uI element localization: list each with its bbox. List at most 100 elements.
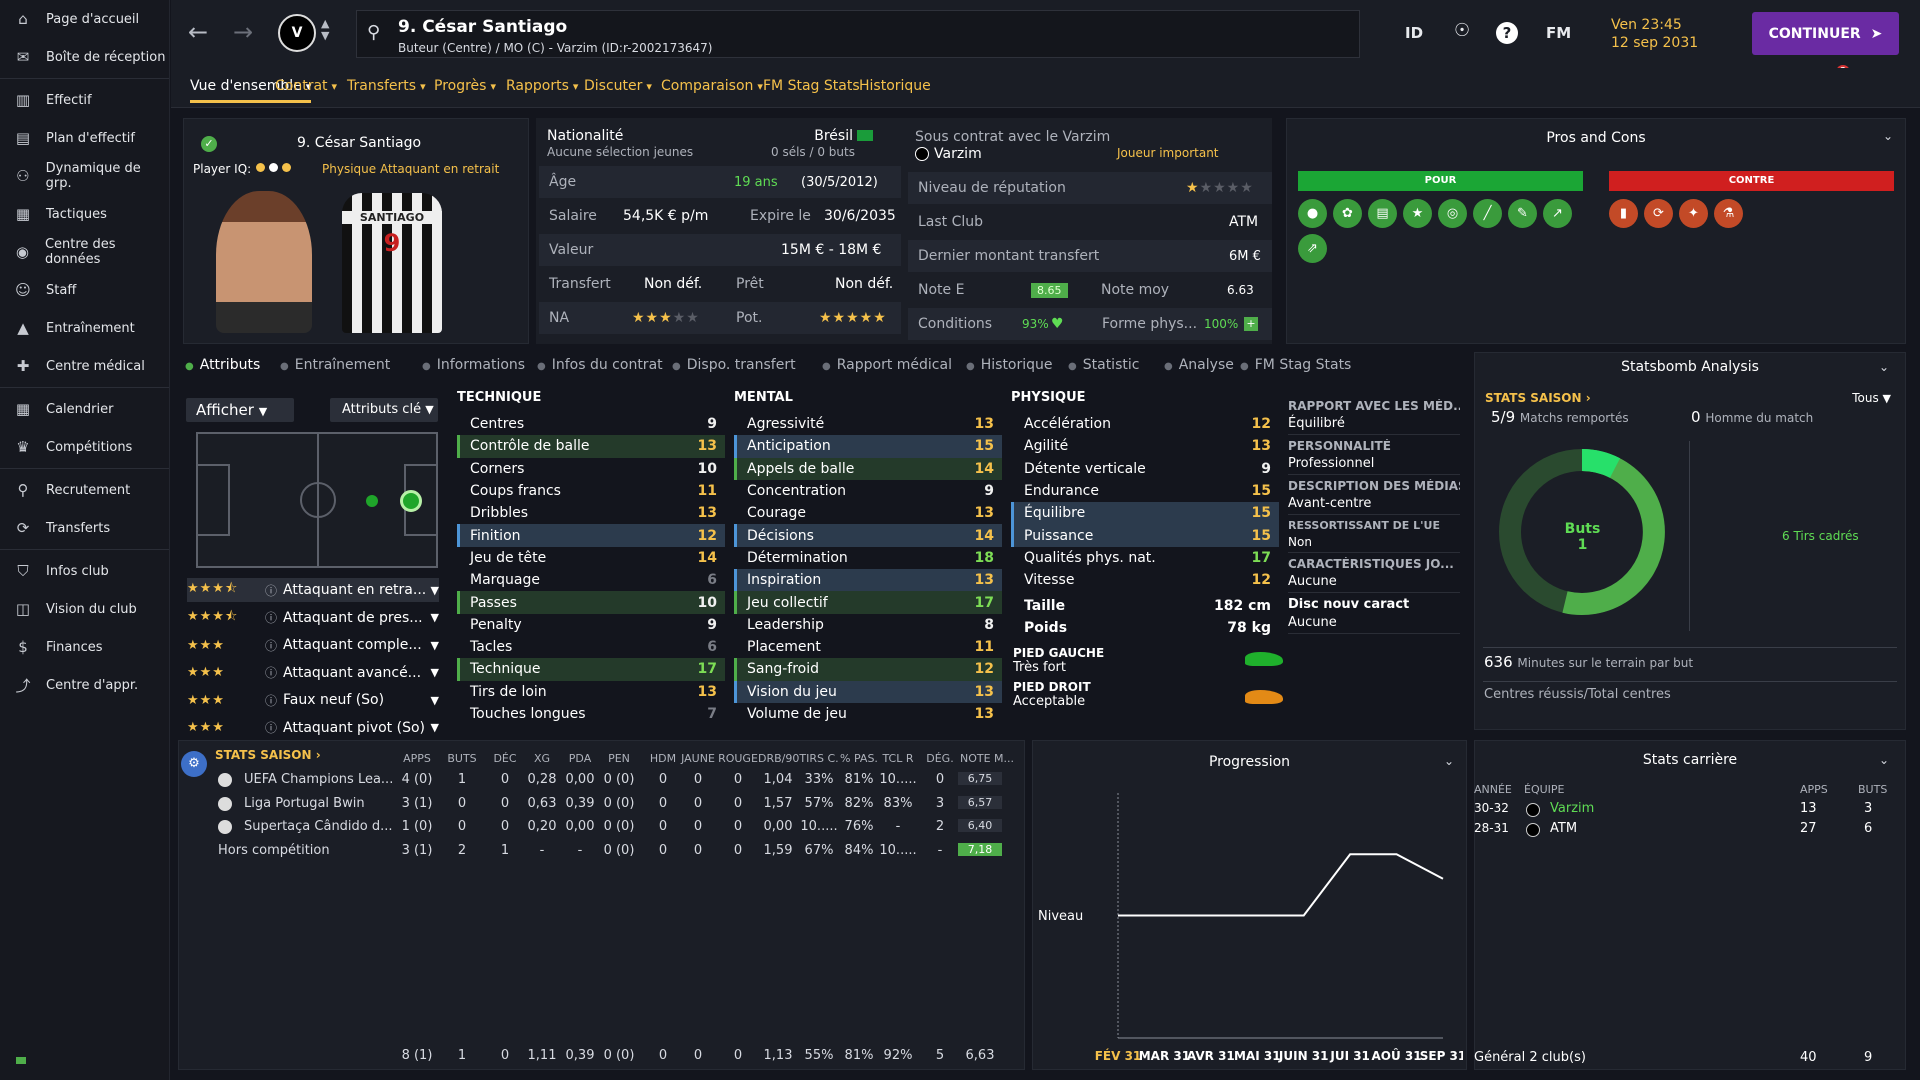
mental-attr-row[interactable]: Vision du jeu 13 xyxy=(734,680,1002,703)
role-row[interactable]: ★★★⯪ ⓘ Attaquant de pres... ▼ xyxy=(187,606,439,630)
career-col-header[interactable]: ÉQUIPE xyxy=(1524,783,1565,796)
mental-attr-row[interactable]: Leadership 8 xyxy=(734,614,1002,636)
mental-attr-row[interactable]: Détermination 18 xyxy=(734,547,1002,569)
pro-icon[interactable]: ▤ xyxy=(1368,199,1397,228)
info-icon[interactable]: ⓘ xyxy=(265,611,278,625)
career-col-header[interactable]: ANNÉE xyxy=(1474,783,1512,796)
stats-col-header[interactable]: DRB/90 xyxy=(758,752,800,765)
tab-1[interactable]: Contrat ▾ xyxy=(275,78,337,94)
stats-col-header[interactable]: PEN xyxy=(608,752,630,765)
technique-attr-row[interactable]: Passes 10 xyxy=(457,591,725,614)
mental-attr-row[interactable]: Concentration 9 xyxy=(734,480,1002,502)
subtab-3[interactable]: ● Infos du contrat xyxy=(537,357,663,373)
info-icon[interactable]: ⓘ xyxy=(265,638,278,653)
stats-col-header[interactable]: DÉG. xyxy=(926,752,954,765)
mental-attr-row[interactable]: Décisions 14 xyxy=(734,524,1002,547)
subtab-7[interactable]: ● Statistic xyxy=(1068,357,1139,373)
mental-attr-row[interactable]: Placement 11 xyxy=(734,636,1002,658)
stats-col-header[interactable]: HDM xyxy=(649,752,677,765)
technique-attr-row[interactable]: Technique 17 xyxy=(457,658,725,681)
tab-8[interactable]: Historique xyxy=(859,78,931,94)
chevron-down-icon[interactable]: ▼ xyxy=(430,611,439,624)
mental-attr-row[interactable]: Jeu collectif 17 xyxy=(734,591,1002,614)
tab-5[interactable]: Discuter ▾ xyxy=(584,78,652,94)
technique-attr-row[interactable]: Jeu de tête 14 xyxy=(457,547,725,569)
switch-player-icon[interactable]: ▲ ▼ xyxy=(321,17,330,42)
mental-attr-row[interactable]: Appels de balle 14 xyxy=(734,457,1002,480)
search-bar[interactable]: ⚲ 9. César Santiago Buteur (Centre) / MO… xyxy=(356,10,1360,58)
sidebar-item-6[interactable]: ◉ Centre des données xyxy=(0,233,169,271)
info-icon[interactable]: ⓘ xyxy=(265,666,278,680)
role-row[interactable]: ★★★⯪ ⓘ Attaquant en retra... ▼ xyxy=(187,578,439,602)
stats-col-header[interactable]: NOTE M... xyxy=(960,752,1015,765)
subtab-6[interactable]: ● Historique xyxy=(966,357,1053,373)
game-clock[interactable]: Ven 23:45 12 sep 2031 xyxy=(1611,16,1698,52)
technique-attr-row[interactable]: Marquage 6 xyxy=(457,569,725,591)
subtab-9[interactable]: ● FM Stag Stats xyxy=(1240,357,1351,373)
subtab-0[interactable]: ● Attributs xyxy=(185,357,260,373)
physique-attr-row[interactable]: Endurance 15 xyxy=(1011,480,1279,502)
con-icon[interactable]: ⚗ xyxy=(1714,199,1743,228)
globe-icon[interactable]: ☉ xyxy=(1454,20,1471,41)
sidebar-item-13[interactable]: ⟳ Transferts xyxy=(0,509,169,547)
mental-attr-row[interactable]: Courage 13 xyxy=(734,502,1002,524)
season-stats-title-link[interactable]: STATS SAISON › xyxy=(215,748,321,762)
con-icon[interactable]: ▮ xyxy=(1609,199,1638,228)
pro-icon[interactable]: ● xyxy=(1298,199,1327,228)
stats-col-header[interactable]: ROUGE xyxy=(718,752,758,765)
subtab-2[interactable]: ● Informations xyxy=(422,357,525,373)
mental-attr-row[interactable]: Inspiration 13 xyxy=(734,569,1002,592)
sidebar-item-4[interactable]: ⚇ Dynamique de grp. xyxy=(0,157,169,195)
technique-attr-row[interactable]: Tacles 6 xyxy=(457,636,725,658)
show-dropdown[interactable]: Afficher ▼ xyxy=(186,398,294,422)
stats-col-header[interactable]: BUTS xyxy=(447,752,477,765)
mental-attr-row[interactable]: Agressivité 13 xyxy=(734,413,1002,435)
id-button[interactable]: ID xyxy=(1405,24,1424,42)
career-team[interactable]: Varzim xyxy=(1550,801,1595,816)
chevron-down-icon[interactable]: ▼ xyxy=(430,638,439,652)
career-col-header[interactable]: APPS xyxy=(1800,783,1828,796)
career-col-header[interactable]: BUTS xyxy=(1858,783,1888,796)
info-icon[interactable]: ⓘ xyxy=(265,693,278,708)
technique-attr-row[interactable]: Contrôle de balle 13 xyxy=(457,435,725,458)
physique-attr-row[interactable]: Équilibre 15 xyxy=(1011,502,1279,525)
career-row[interactable]: 30-32 Varzim 13 3 xyxy=(1474,801,1906,821)
fm-button[interactable]: FM xyxy=(1546,24,1572,42)
tab-0[interactable]: Vue d'ensemble ▾ xyxy=(190,78,312,103)
info-icon[interactable]: ⓘ xyxy=(265,583,278,598)
settings-gear-icon[interactable]: ⚙ xyxy=(181,751,207,777)
stats-col-header[interactable]: PDA xyxy=(568,752,592,765)
career-row[interactable]: 28-31 ATM 27 6 xyxy=(1474,821,1906,841)
technique-attr-row[interactable]: Finition 12 xyxy=(457,524,725,547)
sidebar-item-16[interactable]: $ Finances xyxy=(0,628,169,666)
career-team[interactable]: ATM xyxy=(1550,821,1578,836)
physique-attr-row[interactable]: Puissance 15 xyxy=(1011,524,1279,547)
pro-icon[interactable]: ╱ xyxy=(1473,199,1502,228)
mental-attr-row[interactable]: Sang-froid 12 xyxy=(734,658,1002,681)
filter-dropdown[interactable]: Tous ▼ xyxy=(1852,391,1891,405)
physique-attr-row[interactable]: Accélération 12 xyxy=(1011,413,1279,435)
mental-attr-row[interactable]: Anticipation 15 xyxy=(734,435,1002,458)
tab-3[interactable]: Progrès ▾ xyxy=(434,78,496,94)
technique-attr-row[interactable]: Tirs de loin 13 xyxy=(457,681,725,703)
sidebar-item-12[interactable]: ⚲ Recrutement xyxy=(0,471,169,509)
mental-attr-row[interactable]: Volume de jeu 13 xyxy=(734,703,1002,725)
subtab-4[interactable]: ● Dispo. transfert xyxy=(672,357,796,373)
technique-attr-row[interactable]: Centres 9 xyxy=(457,413,725,435)
tab-2[interactable]: Transferts ▾ xyxy=(347,78,426,94)
subtab-8[interactable]: ● Analyse xyxy=(1164,357,1234,373)
sidebar-item-0[interactable]: ⌂ Page d'accueil xyxy=(0,0,169,38)
sidebar-item-11[interactable]: ♛ Compétitions xyxy=(0,428,169,466)
chevron-down-icon[interactable]: ▼ xyxy=(430,666,439,679)
stats-col-header[interactable]: APPS xyxy=(403,752,431,765)
technique-attr-row[interactable]: Dribbles 13 xyxy=(457,502,725,524)
chevron-down-icon[interactable]: ⌄ xyxy=(1878,360,1889,374)
stats-col-header[interactable]: DÉC xyxy=(493,752,517,765)
sidebar-item-10[interactable]: ▦ Calendrier xyxy=(0,390,169,428)
chevron-down-icon[interactable]: ▼ xyxy=(430,721,439,734)
chevron-down-icon[interactable]: ▼ xyxy=(430,583,439,597)
sidebar-item-1[interactable]: ✉ Boîte de réception xyxy=(0,38,169,76)
sidebar-item-14[interactable]: ⛉ Infos club xyxy=(0,552,169,590)
tab-4[interactable]: Rapports ▾ xyxy=(506,78,578,94)
technique-attr-row[interactable]: Corners 10 xyxy=(457,458,725,480)
